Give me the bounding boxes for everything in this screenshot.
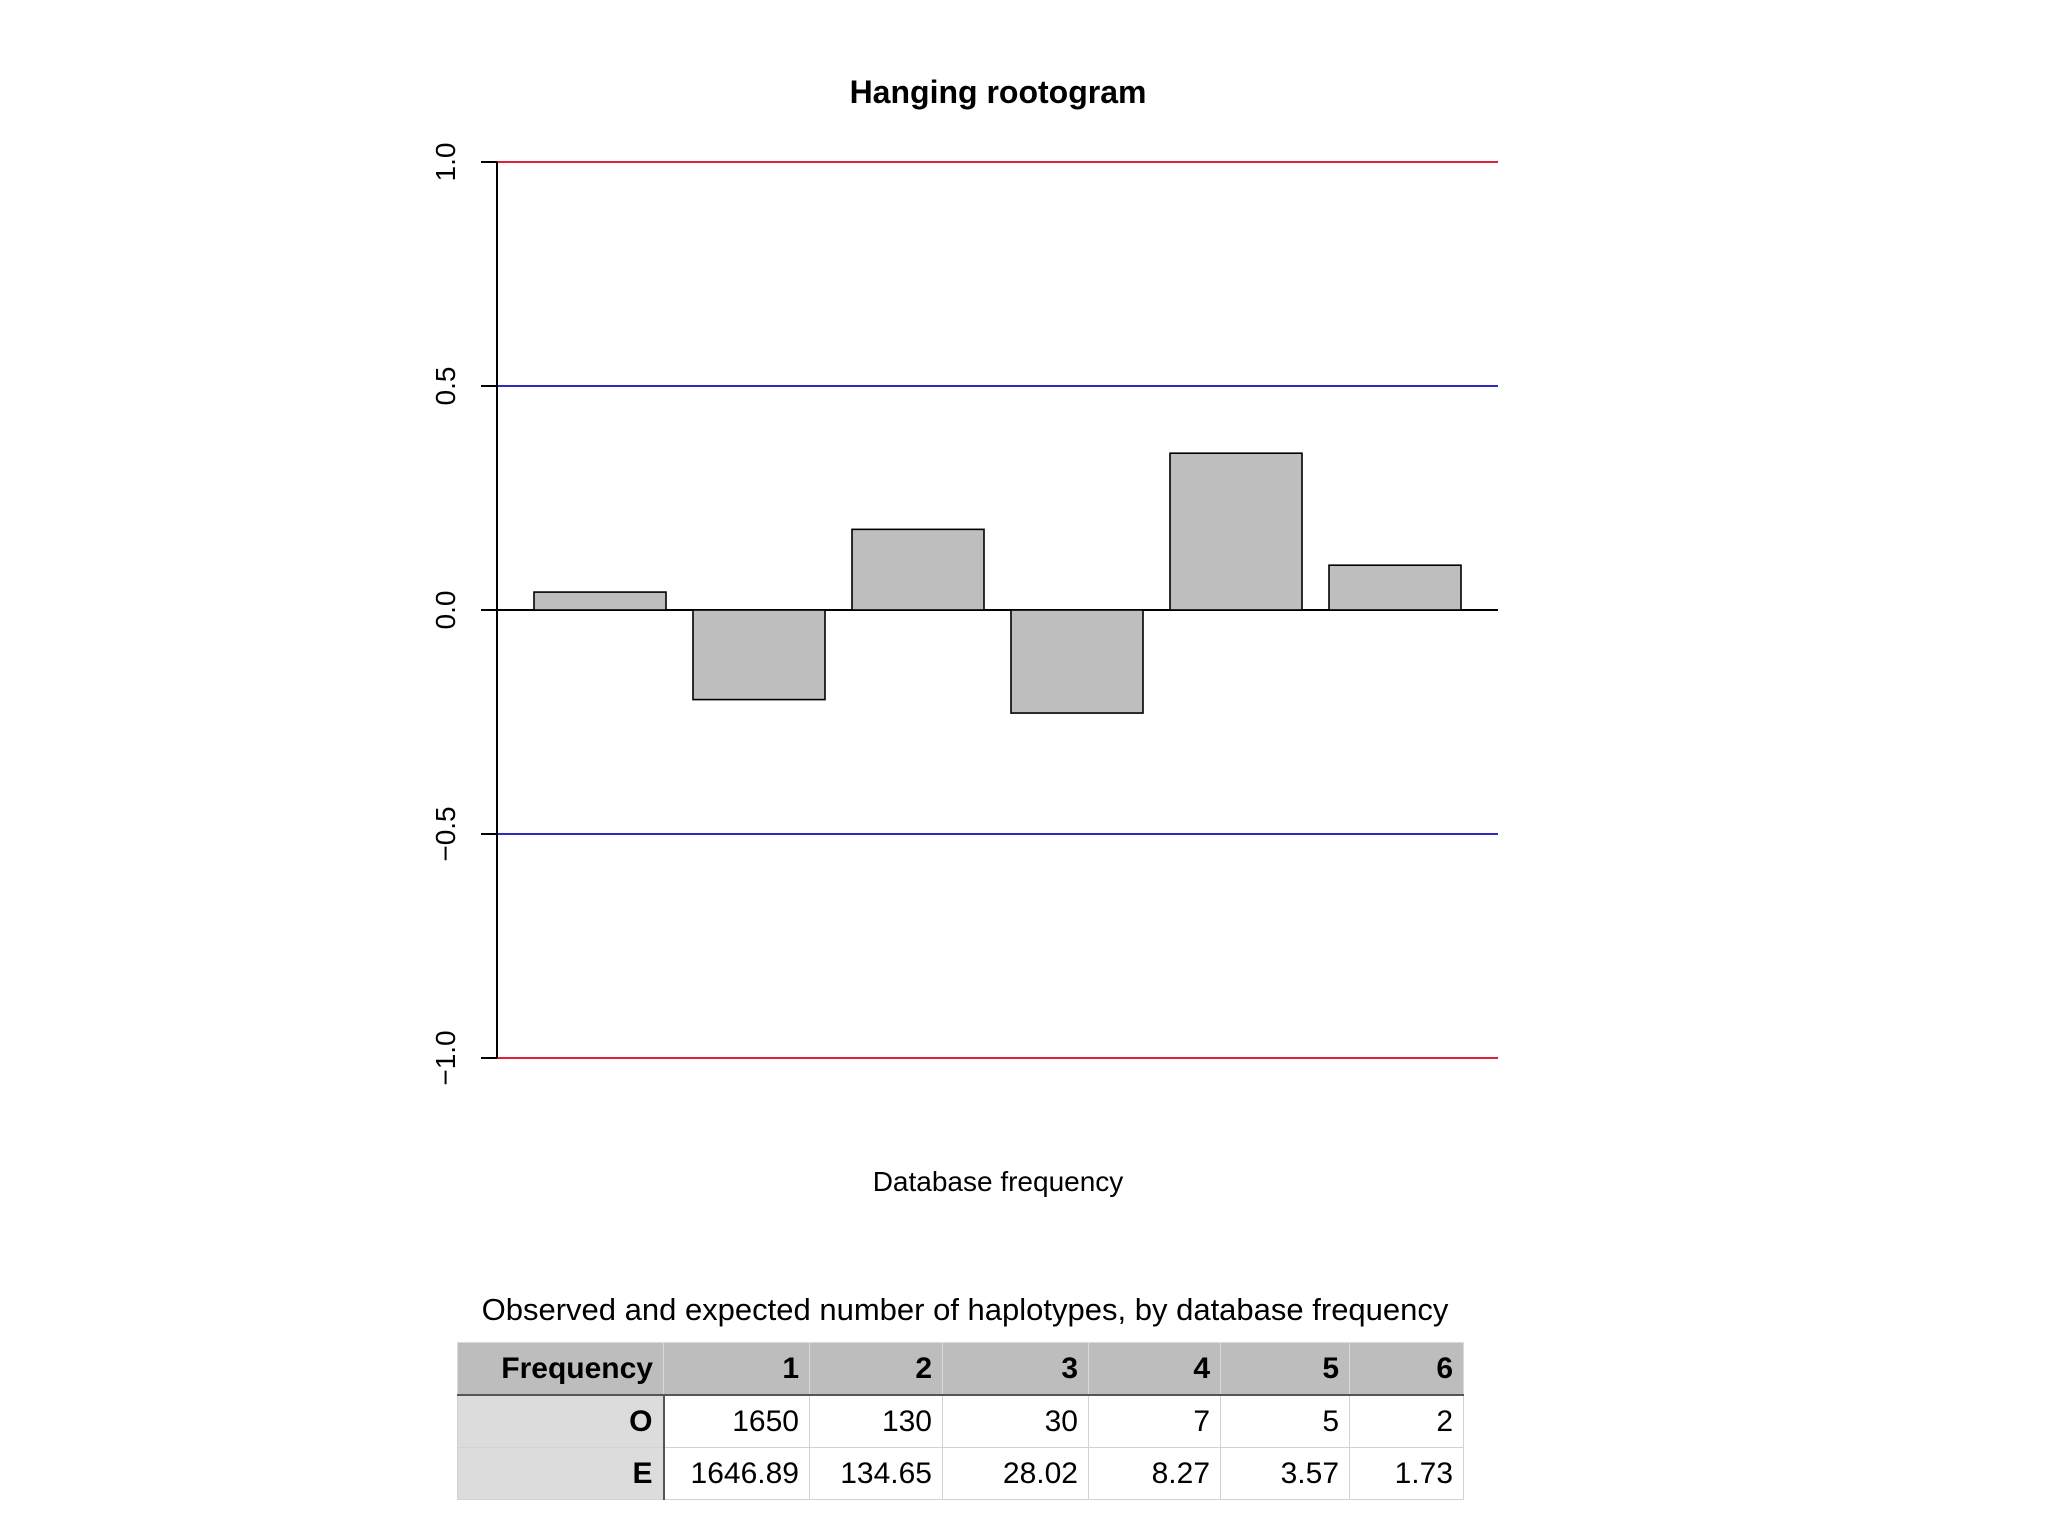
- row-label: E: [457, 1447, 665, 1500]
- frequency-table: Frequency 1 2 3 4 5 6 O 1650 130 30 7 5 2 E 1646.89 134.…: [457, 1342, 1464, 1500]
- bar-5: [1169, 452, 1303, 611]
- header-cell: 5: [1220, 1342, 1350, 1396]
- y-tick-label: 0.5: [430, 367, 461, 406]
- table-row: O 1650 130 30 7 5 2: [457, 1394, 1464, 1448]
- table-row: E 1646.89 134.65 28.02 8.27 3.57 1.73: [457, 1447, 1464, 1500]
- table-header-row: Frequency 1 2 3 4 5 6: [457, 1342, 1464, 1396]
- y-tick-label: 1.0: [430, 143, 461, 182]
- bar-6: [1328, 564, 1462, 611]
- table-cell: 1646.89: [663, 1447, 810, 1500]
- header-cell: 3: [942, 1342, 1089, 1396]
- y-tick-label: −0.5: [430, 806, 461, 861]
- y-axis: −1.0 −0.5 0.0 0.5 1.0: [430, 143, 498, 1086]
- bars: [533, 452, 1462, 714]
- table-cell: 28.02: [942, 1447, 1089, 1500]
- bar-4: [1010, 609, 1144, 714]
- row-label: O: [457, 1394, 665, 1448]
- table-cell: 8.27: [1088, 1447, 1221, 1500]
- header-cell: 6: [1349, 1342, 1464, 1396]
- y-tick-label: 0.0: [430, 591, 461, 630]
- table-cell: 3.57: [1220, 1447, 1350, 1500]
- table-cell: 30: [942, 1394, 1089, 1448]
- header-frequency: Frequency: [457, 1342, 664, 1396]
- rootogram-chart: Hanging rootogram −1.0 −0.5 0.0 0.5 1.0 Data…: [430, 74, 1498, 1197]
- bar-2: [692, 609, 826, 701]
- header-cell: 4: [1088, 1342, 1221, 1396]
- header-cell: 1: [663, 1342, 810, 1396]
- table-cell: 5: [1220, 1394, 1350, 1448]
- chart-title: Hanging rootogram: [850, 74, 1147, 110]
- table-cell: 1.73: [1349, 1447, 1464, 1500]
- x-axis-label: Database frequency: [873, 1166, 1124, 1197]
- table-cell: 7: [1088, 1394, 1221, 1448]
- header-cell: 2: [809, 1342, 943, 1396]
- bar-3: [851, 528, 985, 611]
- table-cell: 2: [1349, 1394, 1464, 1448]
- bar-1: [533, 591, 667, 611]
- table-cell: 130: [809, 1394, 943, 1448]
- y-tick-label: −1.0: [430, 1030, 461, 1085]
- table-caption: Observed and expected number of haplotyp…: [481, 1292, 1449, 1327]
- table-cell: 134.65: [809, 1447, 943, 1500]
- table-cell: 1650: [663, 1394, 810, 1448]
